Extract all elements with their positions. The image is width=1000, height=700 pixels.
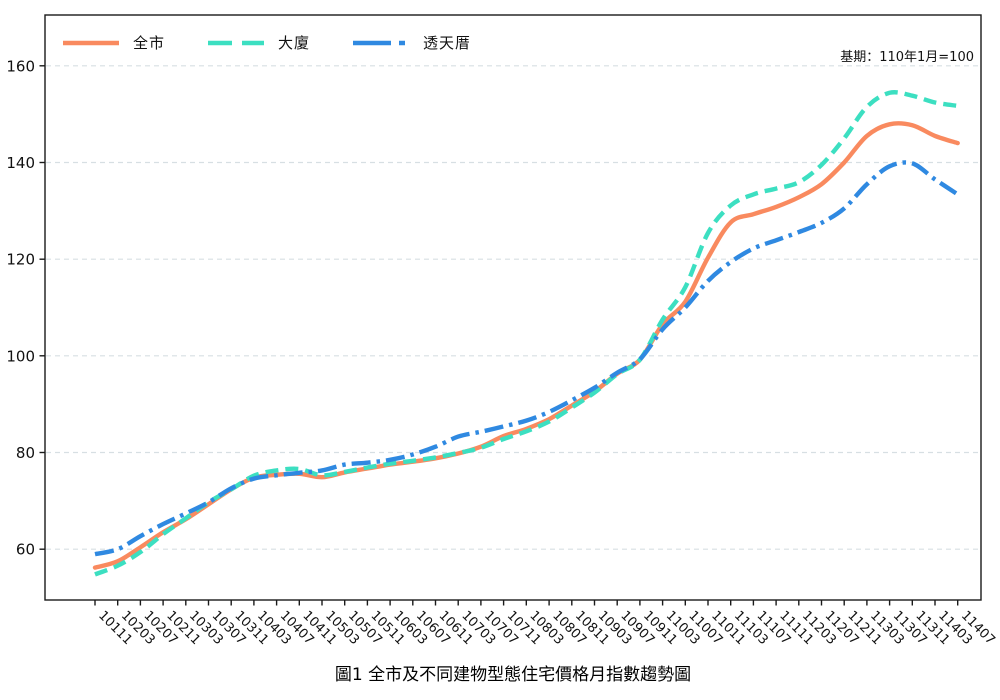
y-axis: 60 80 100 120 140 160 (6, 57, 45, 559)
chart-title: 圖1 全市及不同建物型態住宅價格月指數趨勢圖 (334, 665, 692, 685)
series-line-0 (92, 121, 960, 570)
gridlines (46, 65, 980, 550)
chart-legend: 全市 大廈 透天厝 (62, 32, 471, 53)
y-tick-label: 100 (6, 347, 35, 365)
legend-label-condo: 大廈 (278, 34, 311, 52)
y-tick-label: 160 (6, 57, 35, 75)
legend-item-condo: 大廈 (207, 32, 310, 53)
legend-line-dashdot-icon (353, 40, 410, 45)
y-tick-label: 140 (6, 154, 35, 172)
y-tick-label: 80 (16, 444, 35, 462)
legend-line-dashed-icon (208, 40, 265, 45)
series-line-1 (94, 90, 959, 577)
series-line-2 (94, 160, 959, 557)
x-axis: 1011110203102071021110303103071031110403… (94, 600, 998, 648)
plot-border (44, 14, 982, 601)
legend-label-citywide: 全市 (133, 34, 166, 52)
legend-item-citywide: 全市 (62, 32, 165, 53)
y-tick-label: 120 (6, 251, 35, 269)
legend-label-townhouse: 透天厝 (423, 34, 472, 52)
legend-item-townhouse: 透天厝 (352, 32, 471, 53)
legend-line-solid-icon (63, 40, 119, 45)
y-tick-label: 60 (16, 541, 35, 559)
base-period-note: 基期：110年1月=100 (840, 50, 974, 65)
